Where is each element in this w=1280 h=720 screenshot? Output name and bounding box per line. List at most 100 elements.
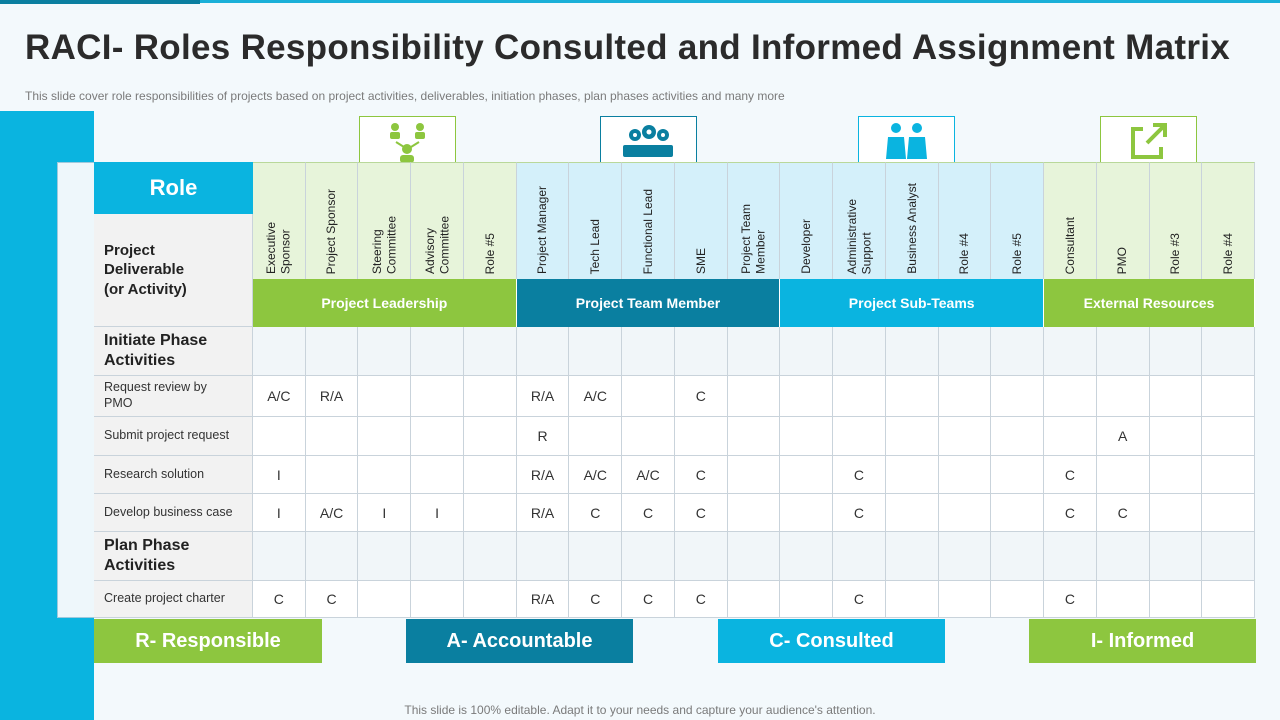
raci-cell bbox=[253, 417, 306, 456]
title: RACI- Roles Responsibility Consulted and… bbox=[25, 28, 1231, 67]
role-name: Consultant bbox=[1062, 216, 1077, 274]
raci-cell bbox=[780, 494, 834, 532]
grid-cell bbox=[463, 327, 517, 376]
role-name: Project Manager bbox=[535, 185, 550, 274]
raci-cell: C bbox=[569, 494, 623, 532]
raci-cell bbox=[885, 581, 939, 618]
role-name: Functional Lead bbox=[640, 188, 655, 274]
raci-cell: C bbox=[1096, 494, 1150, 532]
role-name: Role #5 bbox=[1009, 232, 1024, 274]
raci-cell: R/A bbox=[516, 494, 570, 532]
raci-cell bbox=[938, 581, 992, 618]
raci-cell bbox=[411, 376, 464, 417]
role-name: Role #5 bbox=[482, 232, 497, 274]
role-name: SME bbox=[693, 247, 708, 274]
raci-cell: C bbox=[253, 581, 306, 618]
role-name: Role #3 bbox=[1168, 232, 1183, 274]
raci-cell bbox=[622, 376, 675, 417]
icon-box bbox=[600, 116, 697, 162]
grid-cell bbox=[674, 327, 728, 376]
role-column-header: Tech Lead bbox=[569, 162, 623, 279]
raci-cell bbox=[463, 417, 517, 456]
raci-cell bbox=[727, 376, 781, 417]
raci-cell bbox=[1202, 456, 1255, 494]
activity: Develop business case bbox=[94, 494, 253, 532]
raci-cell bbox=[991, 417, 1045, 456]
grid-cell bbox=[780, 532, 834, 581]
raci-cell: A/C bbox=[569, 376, 623, 417]
grid-cell bbox=[1096, 327, 1150, 376]
raci-cell: C bbox=[833, 494, 886, 532]
raci-cell bbox=[885, 376, 939, 417]
grid-cell bbox=[1096, 532, 1150, 581]
raci-cell: C bbox=[1044, 494, 1097, 532]
role-name: Administrative Support bbox=[844, 198, 873, 274]
icon bbox=[390, 123, 425, 163]
grid-cell bbox=[463, 532, 517, 581]
grid-cell bbox=[1149, 532, 1203, 581]
grid-cell bbox=[938, 532, 992, 581]
grid-cell bbox=[727, 327, 781, 376]
role-name: Role #4 bbox=[957, 232, 972, 274]
grid-cell bbox=[833, 532, 886, 581]
role-column-header: Business Analyst bbox=[885, 162, 939, 279]
role-column-header: Executive Sponsor bbox=[253, 162, 306, 279]
raci-cell bbox=[1149, 581, 1203, 618]
activity: Research solution bbox=[94, 456, 253, 494]
raci-cell: A/C bbox=[569, 456, 623, 494]
role-name: Project Team Member bbox=[739, 204, 768, 274]
role-column-header: Advisory Committee bbox=[411, 162, 464, 279]
role-column-header: Project Team Member bbox=[727, 162, 781, 279]
grid-cell bbox=[674, 532, 728, 581]
role-header: Role bbox=[94, 162, 253, 214]
raci-cell: I bbox=[253, 456, 306, 494]
grid-cell bbox=[885, 327, 939, 376]
raci-cell bbox=[727, 417, 781, 456]
grid-cell bbox=[780, 327, 834, 376]
raci-cell bbox=[833, 417, 886, 456]
raci-cell bbox=[1149, 456, 1203, 494]
raci-cell: I bbox=[253, 494, 306, 532]
raci-cell: C bbox=[569, 581, 623, 618]
group-band: Project Leadership bbox=[253, 279, 517, 327]
footer: This slide is 100% editable. Adapt it to… bbox=[404, 703, 876, 717]
grid-cell bbox=[727, 532, 781, 581]
raci-cell bbox=[1149, 494, 1203, 532]
grid-cell bbox=[305, 327, 359, 376]
raci-cell bbox=[727, 581, 781, 618]
raci-cell: I bbox=[411, 494, 464, 532]
grid-cell bbox=[885, 532, 939, 581]
role-name: Role #4 bbox=[1220, 232, 1235, 274]
grid-cell bbox=[305, 532, 359, 581]
grid-cell bbox=[569, 532, 623, 581]
raci-cell bbox=[305, 456, 359, 494]
role-column-header: Project Manager bbox=[516, 162, 570, 279]
raci-cell: C bbox=[305, 581, 359, 618]
group-band: Project Sub-Teams bbox=[780, 279, 1045, 327]
raci-cell bbox=[938, 456, 992, 494]
raci-cell bbox=[938, 494, 992, 532]
raci-cell bbox=[1202, 417, 1255, 456]
grid-cell bbox=[253, 532, 306, 581]
raci-cell bbox=[1202, 581, 1255, 618]
grid-cell bbox=[569, 327, 623, 376]
raci-cell bbox=[1044, 417, 1097, 456]
raci-cell bbox=[1149, 376, 1203, 417]
raci-cell bbox=[991, 456, 1045, 494]
grid-cell bbox=[622, 532, 675, 581]
legend-item: C- Consulted bbox=[718, 619, 945, 663]
raci-cell bbox=[463, 456, 517, 494]
group-band: External Resources bbox=[1044, 279, 1255, 327]
top-line bbox=[0, 0, 1280, 3]
role-column-header: SME bbox=[674, 162, 728, 279]
raci-cell bbox=[463, 581, 517, 618]
role-column-header: Role #4 bbox=[1202, 162, 1255, 279]
raci-cell bbox=[780, 376, 834, 417]
activity: Create project charter bbox=[94, 581, 253, 618]
role-column-header: Functional Lead bbox=[622, 162, 675, 279]
raci-cell bbox=[1202, 376, 1255, 417]
grid-cell bbox=[358, 532, 412, 581]
icon-box bbox=[1100, 116, 1197, 162]
legend-item: I- Informed bbox=[1029, 619, 1256, 663]
role-column-header: Role #5 bbox=[463, 162, 517, 279]
